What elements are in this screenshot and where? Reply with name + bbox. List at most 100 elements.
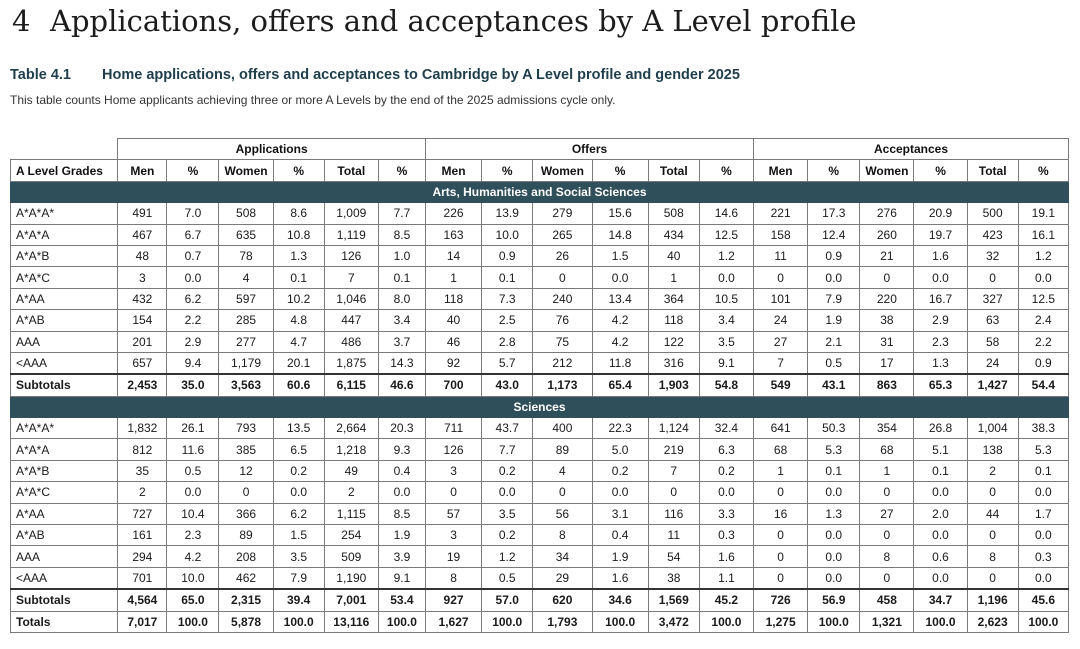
table-cell: 118 (647, 309, 700, 332)
table-cell: 0.0 (272, 481, 325, 504)
table-cell: 43.7 (481, 417, 534, 440)
table-cell: 65.0 (166, 588, 220, 612)
table-cell: 100.0 (698, 610, 755, 633)
row-label: A*A*C (9, 266, 119, 289)
table-cell: 126 (424, 438, 483, 461)
table-cell: 0.7 (166, 244, 220, 268)
subtotal-row: Subtotals 4,564 65.0 2,315 39.4 7,001 53.4 927 5… (9, 588, 1070, 612)
table-cell: 8 (966, 545, 1019, 568)
table-cell: 1,832 (117, 417, 168, 440)
table-cell: 385 (218, 438, 274, 461)
table-cell: 10.0 (166, 566, 220, 590)
table-cell: 1,627 (424, 610, 483, 633)
table-cell: 38 (647, 566, 700, 590)
table-cell: 0.0 (807, 566, 861, 590)
table-cell: 68 (859, 438, 915, 461)
table-cell: 0.4 (377, 459, 426, 483)
table-cell: 1 (859, 459, 915, 483)
table-cell: 100.0 (272, 610, 325, 633)
table-cell: 4.2 (166, 545, 220, 568)
table-cell: 17 (859, 351, 915, 375)
table-cell: 434 (647, 223, 700, 246)
row-label: Totals (9, 610, 119, 633)
chapter-number: 4 (12, 4, 31, 38)
table-cell: 7.9 (807, 287, 861, 311)
table-cell: 5,878 (218, 610, 274, 633)
table-cell: 201 (117, 330, 168, 353)
table-cell: 1,190 (323, 566, 379, 590)
table-cell: 726 (753, 588, 809, 612)
table-cell: 1,569 (647, 588, 700, 612)
header-acceptances-total-pct: % (1017, 159, 1070, 182)
table-label: Table 4.1 (10, 67, 71, 83)
table-cell: 40 (424, 309, 483, 332)
table-cell: 364 (647, 287, 700, 311)
table-cell: 500 (966, 202, 1019, 225)
row-label: A*A*A* (9, 417, 119, 440)
table-cell: 138 (966, 438, 1019, 461)
table-cell: 3.5 (272, 545, 325, 568)
header-offers: Offers (424, 137, 755, 161)
table-cell: 22.3 (591, 417, 649, 440)
table-row: A*A*C 3 0.0 4 0.1 7 0.1 1 0.1 0 0.0 1 0.0 0 0.0 0 0.0 0 0.… (9, 266, 1070, 289)
table-cell: 1.9 (591, 545, 649, 568)
table-cell: 1.1 (698, 566, 755, 590)
table-cell: 2 (117, 481, 168, 504)
table-cell: 863 (859, 373, 915, 397)
table-cell: 327 (966, 287, 1019, 311)
table-cell: 354 (859, 417, 915, 440)
table-cell: 0.0 (1017, 266, 1070, 289)
table-cell: 6.5 (272, 438, 325, 461)
table-cell: 1,115 (323, 502, 379, 526)
table-cell: 0.0 (913, 266, 968, 289)
table-cell: 12 (218, 459, 274, 483)
table-cell: 1.3 (807, 502, 861, 526)
chapter-heading: 4 Applications, offers and acceptances by… (12, 4, 857, 38)
table-cell: 3.9 (377, 545, 426, 568)
table-cell: 1.0 (377, 244, 426, 268)
table-cell: 1,124 (647, 417, 700, 440)
table-cell: 0 (753, 524, 809, 547)
table-cell: 126 (323, 244, 379, 268)
table-cell: 366 (218, 502, 274, 526)
table-cell: 2.0 (913, 502, 968, 526)
table-cell: 3,472 (647, 610, 700, 633)
table-cell: 11 (647, 524, 700, 547)
header-sub-row: A Level Grades Men% Women% Total% Men% Women… (9, 159, 1070, 182)
table-cell: 0.0 (807, 545, 861, 568)
table-cell: 49 (323, 459, 379, 483)
table-cell: 2,315 (218, 588, 274, 612)
header-offers-total: Total (647, 159, 700, 182)
table-cell: 0.4 (591, 524, 649, 547)
table-cell: 2,623 (966, 610, 1019, 633)
table-cell: 1,196 (966, 588, 1019, 612)
table-cell: 11 (753, 244, 809, 268)
table-cell: 4.2 (591, 309, 649, 332)
table-cell: 32 (966, 244, 1019, 268)
table-row: A*A*A 812 11.6 385 6.5 1,218 9.3 126 7.7 89 5.0 219… (9, 438, 1070, 461)
table-cell: 31 (859, 330, 915, 353)
table-cell: 2.2 (1017, 330, 1070, 353)
table-cell: 641 (753, 417, 809, 440)
table-cell: 2.9 (166, 330, 220, 353)
table-cell: 10.0 (481, 223, 534, 246)
row-label: A*A*C (9, 481, 119, 504)
subtotal-row: Subtotals 2,453 35.0 3,563 60.6 6,115 46.6 700 4… (9, 373, 1070, 397)
table-cell: 89 (218, 524, 274, 547)
table-cell: 76 (532, 309, 593, 332)
table-cell: 3.1 (591, 502, 649, 526)
table-cell: 8.5 (377, 223, 426, 246)
table-cell: 0.9 (807, 244, 861, 268)
section-title: Sciences (10, 395, 1069, 419)
table-cell: 161 (117, 524, 168, 547)
table-cell: 0.0 (166, 481, 220, 504)
table-cell: 6.3 (698, 438, 755, 461)
table-cell: 0.0 (1017, 481, 1070, 504)
table-cell: 0 (966, 524, 1019, 547)
row-label: Subtotals (9, 373, 119, 397)
table-cell: 0 (647, 481, 700, 504)
table-cell: 701 (117, 566, 168, 590)
table-cell: 1.6 (698, 545, 755, 568)
table-cell: 43.1 (807, 373, 861, 397)
table-cell: 2.5 (481, 309, 534, 332)
